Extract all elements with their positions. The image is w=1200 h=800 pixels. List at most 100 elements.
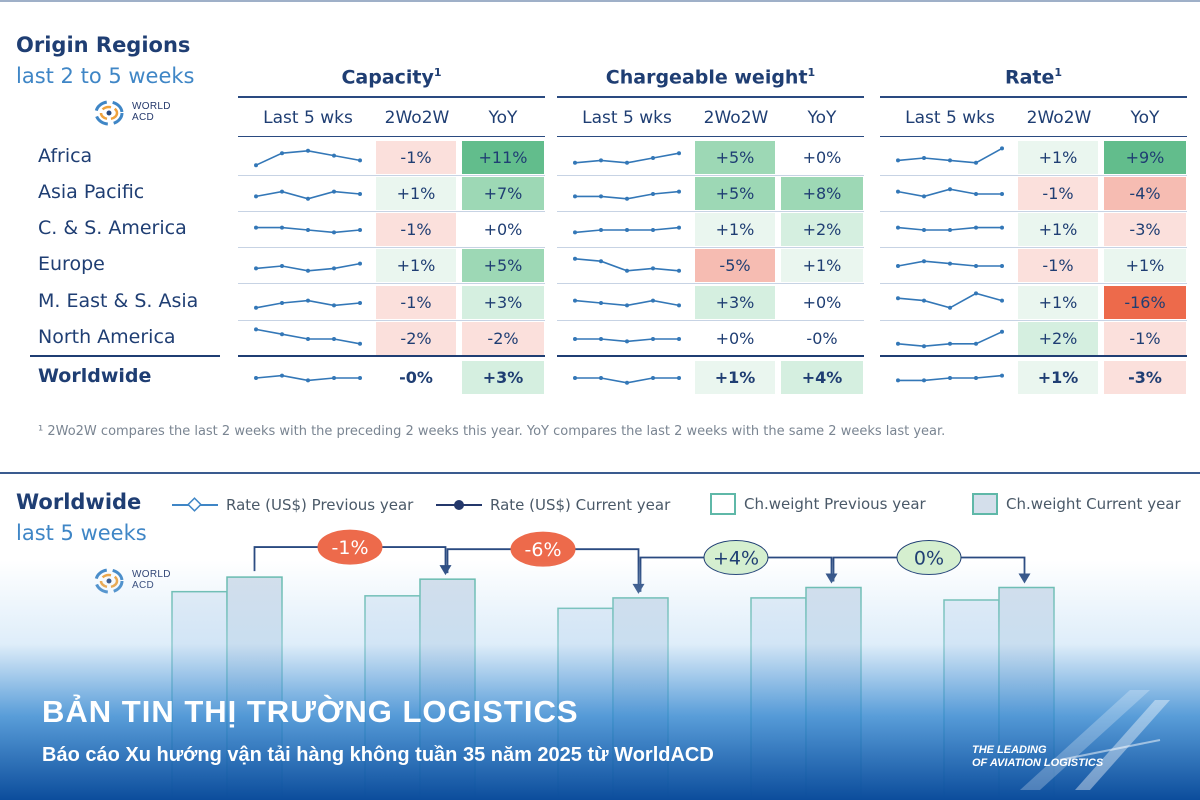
- weight-col-last5: Last 5 wks: [582, 108, 672, 128]
- rate-2wo2w-cell: -1%: [1018, 249, 1098, 282]
- sparkline-point: [254, 194, 258, 199]
- sparkline-point: [651, 266, 655, 271]
- capacity-sparkline: [254, 225, 362, 235]
- rate-2wo2w-cell: +1%: [1018, 361, 1098, 394]
- sparkline-point: [573, 337, 577, 341]
- rate-sparkline: [896, 291, 1004, 310]
- sparkline-point: [625, 339, 629, 344]
- sparkline-point: [677, 268, 681, 273]
- sparkline-point: [306, 378, 310, 383]
- sparkline-point: [1000, 264, 1004, 268]
- capacity-worldwide-rule: [238, 355, 545, 357]
- row-divider: [238, 247, 545, 248]
- sparkline-point: [948, 376, 952, 380]
- rate-yoy-cell: -1%: [1104, 322, 1186, 355]
- capacity-yoy-cell: -2%: [462, 322, 544, 355]
- sparkline-point: [1000, 329, 1004, 334]
- sparkline-point: [573, 230, 577, 235]
- sparkline-point: [948, 158, 952, 163]
- rate-2wo2w-cell: +2%: [1018, 322, 1098, 355]
- sparkline-point: [254, 305, 258, 310]
- legend-weight-current: Ch.weight Current year: [972, 493, 1181, 515]
- weight-2wo2w-cell: +1%: [695, 213, 775, 246]
- row-divider: [557, 175, 864, 176]
- sparkline-point: [896, 378, 900, 383]
- sparkline-point: [677, 151, 681, 156]
- rate-col-2wo2w: 2Wo2W: [1026, 108, 1092, 128]
- capacity-yoy-cell: +3%: [462, 286, 544, 319]
- weight-yoy-cell: +0%: [781, 141, 863, 174]
- rate-sparkline: [896, 187, 1004, 199]
- sparkline-point: [677, 376, 681, 380]
- row-divider: [880, 211, 1187, 212]
- sparkline-point: [573, 298, 577, 303]
- sparkline-point: [974, 376, 978, 380]
- sparkline-point: [306, 196, 310, 201]
- sparkline-point: [573, 194, 577, 199]
- weight-2wo2w-cell: +1%: [695, 361, 775, 394]
- capacity-title: Capacity1: [341, 66, 442, 89]
- banner-title: BẢN TIN THỊ TRƯỜNG LOGISTICS: [42, 694, 579, 729]
- sparkline-point: [280, 225, 284, 230]
- rate-yoy-cell: -16%: [1104, 286, 1186, 319]
- banner-gradient: [0, 560, 1200, 800]
- row-divider: [238, 320, 545, 321]
- weight-2wo2w-cell: -5%: [695, 249, 775, 282]
- sparkline-point: [651, 228, 655, 232]
- logo-line1: WORLD: [132, 101, 171, 112]
- sparkline-point: [948, 305, 952, 310]
- sparkline-point: [922, 344, 926, 349]
- sparkline-point: [625, 303, 629, 308]
- sparkline-point: [1000, 192, 1004, 196]
- sparkline-point: [332, 189, 336, 194]
- sparkline-point: [332, 376, 336, 380]
- banner-subtitle: Báo cáo Xu hướng vận tải hàng không tuần…: [42, 744, 714, 766]
- capacity-sparkline: [254, 298, 362, 310]
- change-label: -1%: [332, 537, 369, 559]
- rate-yoy-cell: +1%: [1104, 249, 1186, 282]
- region-label: Worldwide: [38, 365, 152, 387]
- weight-yoy-cell: -0%: [781, 322, 863, 355]
- sparkline-point: [896, 189, 900, 194]
- weight-sparkline: [573, 189, 681, 201]
- sparkline-point: [332, 230, 336, 235]
- sparkline-point: [948, 261, 952, 266]
- sparkline-point: [306, 337, 310, 341]
- sparkline-point: [358, 261, 362, 266]
- sparkline-point: [677, 189, 681, 194]
- rate-2wo2w-cell: +1%: [1018, 141, 1098, 174]
- sparkline-point: [1000, 225, 1004, 230]
- sparkline-point: [896, 264, 900, 268]
- weight-sparkline: [573, 337, 681, 344]
- sparkline-point: [280, 151, 284, 156]
- sparkline-point: [922, 259, 926, 264]
- rate-2wo2w-cell: +1%: [1018, 213, 1098, 246]
- sparkline-point: [677, 337, 681, 341]
- sparkline-point: [651, 376, 655, 380]
- capacity-rule: [238, 96, 545, 98]
- sparkline-point: [974, 341, 978, 346]
- capacity-header-rule: [238, 136, 545, 137]
- globe-icon: [94, 100, 124, 126]
- worldwide-subtitle: last 5 weeks: [16, 521, 147, 545]
- region-label: M. East & S. Asia: [38, 290, 199, 312]
- sparkline-point: [922, 378, 926, 383]
- capacity-2wo2w-cell: -1%: [376, 286, 456, 319]
- capacity-2wo2w-cell: -2%: [376, 322, 456, 355]
- logo-line2: ACD: [132, 112, 155, 123]
- sparkline-point: [306, 228, 310, 232]
- sparkline-point: [625, 268, 629, 273]
- banner-tagline: THE LEADING OF AVIATION LOGISTICS: [972, 744, 1104, 769]
- sparkline-point: [651, 337, 655, 341]
- aviation-wing-logo: [1020, 690, 1170, 790]
- sparkline-point: [332, 266, 336, 271]
- rate-worldwide-rule: [880, 355, 1187, 357]
- legend-weight-previous: Ch.weight Previous year: [710, 493, 926, 515]
- row-divider: [238, 211, 545, 212]
- sparkline-point: [573, 160, 577, 165]
- sparkline-point: [254, 225, 258, 230]
- sparkline-point: [280, 373, 284, 378]
- rate-sparkline: [896, 225, 1004, 232]
- section-separator: [0, 472, 1200, 474]
- sparkline-point: [306, 298, 310, 303]
